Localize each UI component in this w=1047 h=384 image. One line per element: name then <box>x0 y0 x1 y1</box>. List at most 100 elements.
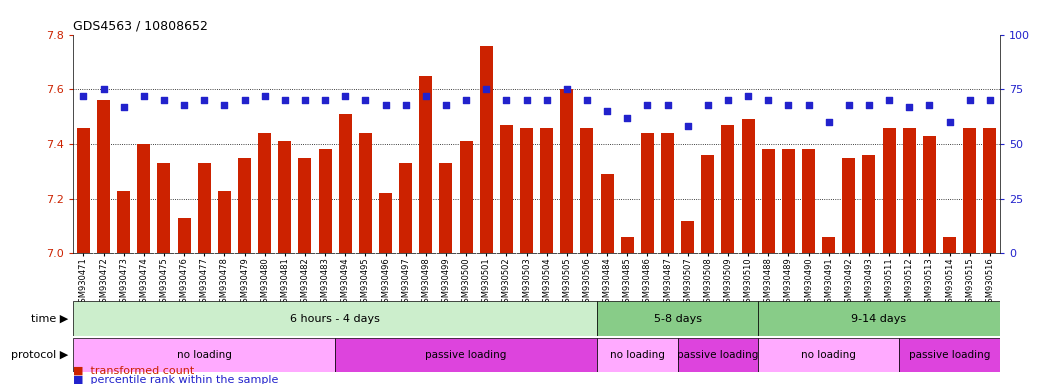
Point <box>740 93 757 99</box>
Bar <box>73 338 335 372</box>
Bar <box>661 133 674 253</box>
Bar <box>597 338 677 372</box>
Point <box>196 97 213 103</box>
Bar <box>822 237 836 253</box>
Bar <box>499 125 513 253</box>
Point <box>719 97 736 103</box>
Bar <box>758 301 1000 336</box>
Point <box>921 101 938 108</box>
Point <box>135 93 152 99</box>
Bar <box>117 190 130 253</box>
Point <box>558 86 575 93</box>
Bar <box>899 338 1000 372</box>
Point <box>337 93 354 99</box>
Bar <box>198 163 210 253</box>
Bar <box>359 133 372 253</box>
Point <box>660 101 676 108</box>
Point <box>619 115 636 121</box>
Bar <box>73 301 597 336</box>
Bar <box>943 237 956 253</box>
Point <box>176 101 193 108</box>
Bar <box>761 149 775 253</box>
Bar <box>157 163 171 253</box>
Bar <box>782 149 795 253</box>
Bar <box>97 100 110 253</box>
Point <box>95 86 112 93</box>
Point <box>498 97 515 103</box>
Bar <box>335 338 597 372</box>
Point <box>377 101 394 108</box>
Point <box>820 119 837 125</box>
Bar <box>963 127 976 253</box>
Bar <box>621 237 633 253</box>
Bar <box>802 149 815 253</box>
Bar <box>279 141 291 253</box>
Bar <box>480 46 493 253</box>
Point <box>276 97 293 103</box>
Bar <box>983 127 997 253</box>
Bar <box>741 119 755 253</box>
Bar <box>137 144 151 253</box>
Bar <box>178 218 191 253</box>
Bar <box>338 114 352 253</box>
Point <box>296 97 313 103</box>
Text: passive loading: passive loading <box>909 350 990 360</box>
Bar <box>379 193 392 253</box>
Bar <box>419 76 432 253</box>
Bar <box>863 155 875 253</box>
Bar <box>560 89 574 253</box>
Bar <box>238 158 251 253</box>
Point <box>900 104 917 110</box>
Text: 5-8 days: 5-8 days <box>653 314 701 324</box>
Point <box>841 101 857 108</box>
Point <box>115 104 132 110</box>
Bar <box>298 158 312 253</box>
Bar <box>520 127 533 253</box>
Point <box>760 97 777 103</box>
Bar <box>677 338 758 372</box>
Point <box>397 101 414 108</box>
Bar <box>601 174 614 253</box>
Point <box>538 97 555 103</box>
Bar <box>903 127 916 253</box>
Bar <box>883 127 895 253</box>
Bar <box>721 125 735 253</box>
Bar <box>842 158 855 253</box>
Point <box>680 123 696 129</box>
Point <box>237 97 253 103</box>
Point <box>961 97 978 103</box>
Point <box>881 97 897 103</box>
Text: ■  percentile rank within the sample: ■ percentile rank within the sample <box>73 375 279 384</box>
Point <box>477 86 494 93</box>
Bar <box>318 149 332 253</box>
Point <box>438 101 454 108</box>
Bar <box>76 127 90 253</box>
Bar <box>580 127 594 253</box>
Text: 6 hours - 4 days: 6 hours - 4 days <box>290 314 380 324</box>
Bar <box>440 163 452 253</box>
Text: protocol ▶: protocol ▶ <box>10 350 68 360</box>
Text: 9-14 days: 9-14 days <box>851 314 907 324</box>
Bar <box>259 133 271 253</box>
Point <box>518 97 535 103</box>
Point <box>639 101 655 108</box>
Point <box>418 93 435 99</box>
Point <box>458 97 474 103</box>
Bar <box>540 127 553 253</box>
Text: no loading: no loading <box>801 350 856 360</box>
Point <box>75 93 92 99</box>
Point <box>216 101 232 108</box>
Bar <box>641 133 654 253</box>
Bar <box>682 221 694 253</box>
Bar <box>460 141 472 253</box>
Bar <box>218 190 231 253</box>
Text: passive loading: passive loading <box>425 350 507 360</box>
Bar <box>758 338 899 372</box>
Text: time ▶: time ▶ <box>30 314 68 324</box>
Point <box>800 101 817 108</box>
Point <box>579 97 596 103</box>
Text: ■  transformed count: ■ transformed count <box>73 366 195 376</box>
Point <box>357 97 374 103</box>
Point <box>941 119 958 125</box>
Point <box>780 101 797 108</box>
